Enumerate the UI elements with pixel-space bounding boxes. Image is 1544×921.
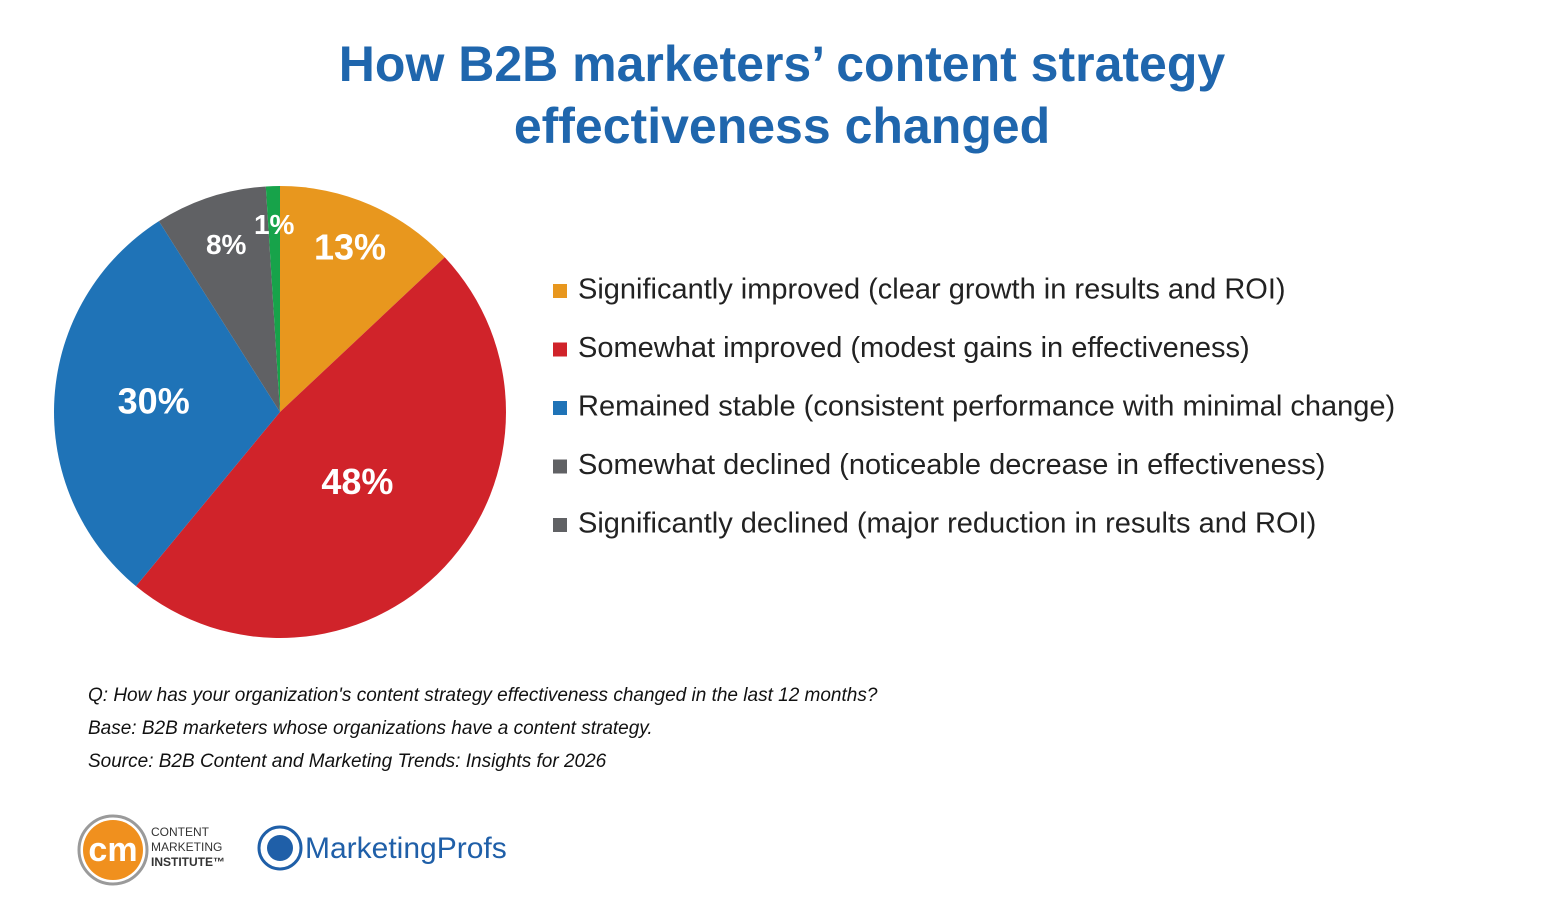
logo-text: MARKETING <box>151 840 222 854</box>
chart-title: How B2B marketers’ content strategy <box>339 36 1226 92</box>
pie-slice <box>135 257 507 638</box>
legend-swatch <box>553 401 567 415</box>
cmi-logo: cm CONTENT MARKETING INSTITUTE™ <box>77 814 225 886</box>
legend-label: Significantly declined (major reduction … <box>578 508 1316 540</box>
marketingprofs-logo: MarketingProfs <box>257 825 507 871</box>
legend-label: Significantly improved (clear growth in … <box>578 274 1286 306</box>
footnote: Base: B2B marketers whose organizations … <box>88 718 653 739</box>
notes: Q: How has your organization's content s… <box>88 685 878 772</box>
logo-ring <box>257 825 303 871</box>
pie-slice <box>265 186 280 412</box>
logo-circle <box>267 835 293 861</box>
pie-slice <box>280 186 445 412</box>
chart-title: effectiveness changed <box>514 98 1050 154</box>
legend: Significantly improved (clear growth in … <box>553 274 1395 540</box>
logo-mark: cm <box>88 831 137 869</box>
pie-slice <box>158 186 280 412</box>
slice-label: 48% <box>321 461 393 502</box>
logo-text: CONTENT <box>151 825 210 839</box>
pie-slice <box>54 221 280 587</box>
slice-label: 13% <box>314 227 386 268</box>
pie: 13% 48% 30% 8%1% <box>54 186 507 638</box>
slice-label: 30% <box>118 381 190 422</box>
logo-text: INSTITUTE™ <box>151 855 225 869</box>
legend-label: Somewhat declined (noticeable decrease i… <box>578 449 1325 481</box>
footnote: Source: B2B Content and Marketing Trends… <box>88 751 607 772</box>
legend-swatch <box>553 342 567 357</box>
logo-text: MarketingProfs <box>305 832 507 865</box>
legend-label: Remained stable (consistent performance … <box>578 391 1395 423</box>
legend-swatch <box>553 284 567 298</box>
slice-label: 8% <box>206 229 247 260</box>
slice-label: 1% <box>254 209 295 240</box>
legend-label: Somewhat improved (modest gains in effec… <box>578 332 1250 364</box>
legend-swatch <box>553 518 567 532</box>
legend-swatch <box>553 459 567 474</box>
logo-circle <box>83 820 143 880</box>
footnote: Q: How has your organization's content s… <box>88 685 878 706</box>
